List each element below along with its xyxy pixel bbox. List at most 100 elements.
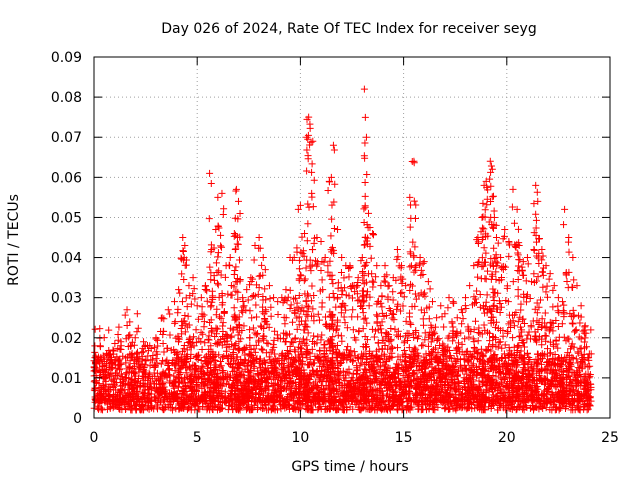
data-point — [257, 345, 265, 353]
data-point — [255, 272, 263, 280]
data-point — [138, 360, 146, 368]
data-point — [193, 382, 201, 390]
data-point — [304, 152, 312, 160]
data-point — [195, 405, 203, 413]
data-point — [491, 254, 499, 262]
data-point — [314, 333, 322, 341]
data-point — [123, 365, 131, 373]
data-point — [192, 326, 200, 334]
data-point — [297, 272, 305, 280]
data-point — [218, 189, 226, 197]
data-point — [303, 237, 311, 245]
data-point — [320, 258, 328, 266]
data-point — [127, 376, 135, 384]
data-point — [286, 286, 294, 294]
data-point — [318, 303, 326, 311]
data-point — [361, 139, 369, 147]
data-point — [345, 273, 353, 281]
data-point — [360, 85, 368, 93]
data-point — [324, 186, 332, 194]
data-point — [151, 395, 159, 403]
data-point — [144, 385, 152, 393]
data-point — [474, 337, 482, 345]
data-point — [308, 168, 316, 176]
data-point — [407, 250, 415, 258]
data-point — [386, 406, 394, 414]
data-point — [483, 291, 491, 299]
data-point — [387, 324, 395, 332]
data-point — [570, 386, 578, 394]
data-point — [106, 360, 114, 368]
data-point — [411, 370, 419, 378]
data-point — [366, 402, 374, 410]
data-point — [197, 294, 205, 302]
data-point — [123, 322, 131, 330]
data-point — [354, 354, 362, 362]
data-point — [166, 397, 174, 405]
data-point — [254, 403, 262, 411]
data-point — [173, 354, 181, 362]
data-point — [123, 306, 131, 314]
data-point — [453, 404, 461, 412]
data-point — [175, 286, 183, 294]
data-point — [225, 359, 233, 367]
data-point — [212, 259, 220, 267]
data-point — [218, 243, 226, 251]
data-point — [380, 277, 388, 285]
data-point — [441, 404, 449, 412]
data-point — [106, 392, 114, 400]
data-point — [386, 405, 394, 413]
data-point — [132, 382, 140, 390]
data-point — [293, 373, 301, 381]
data-point — [333, 405, 341, 413]
data-point — [385, 282, 393, 290]
data-point — [249, 324, 257, 332]
data-point — [294, 406, 302, 414]
data-point — [209, 292, 217, 300]
data-point — [444, 304, 452, 312]
data-point — [206, 263, 214, 271]
data-point — [406, 223, 414, 231]
data-point — [200, 311, 208, 319]
data-point — [575, 333, 583, 341]
data-point — [428, 298, 436, 306]
data-point — [361, 113, 369, 121]
data-point — [442, 403, 450, 411]
data-point — [96, 342, 104, 350]
data-point — [119, 352, 127, 360]
data-point — [153, 385, 161, 393]
data-point — [378, 318, 386, 326]
data-point — [99, 406, 107, 414]
data-point — [100, 355, 108, 363]
data-point — [164, 362, 172, 370]
data-point — [290, 403, 298, 411]
data-point — [420, 321, 428, 329]
data-point — [116, 345, 124, 353]
data-point — [91, 348, 99, 356]
data-point — [349, 326, 357, 334]
data-point — [252, 331, 260, 339]
data-point — [337, 332, 345, 340]
data-point — [405, 344, 413, 352]
data-point — [232, 263, 240, 271]
data-point — [336, 360, 344, 368]
data-point — [293, 325, 301, 333]
data-point — [127, 351, 135, 359]
data-point — [478, 406, 486, 414]
data-point — [113, 353, 121, 361]
data-point — [342, 374, 350, 382]
data-point — [111, 375, 119, 383]
data-point — [524, 331, 532, 339]
data-point — [480, 321, 488, 329]
data-point — [193, 352, 201, 360]
data-point — [300, 277, 308, 285]
data-point — [134, 355, 142, 363]
chart-title: Day 026 of 2024, Rate Of TEC Index for r… — [161, 21, 536, 37]
data-point — [394, 344, 401, 352]
data-point — [363, 170, 371, 178]
data-point — [410, 333, 418, 341]
data-point — [373, 311, 381, 319]
data-point — [122, 370, 130, 378]
data-point — [158, 379, 166, 387]
data-point — [459, 315, 467, 323]
